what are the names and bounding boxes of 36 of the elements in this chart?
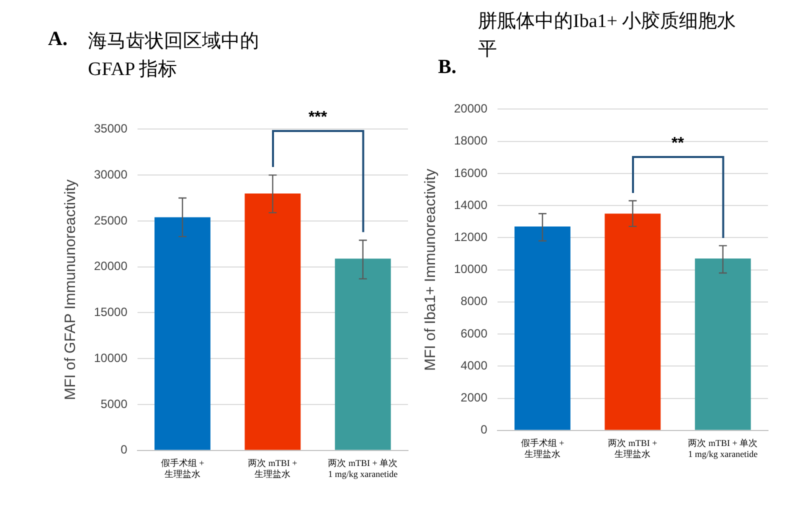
x-tick-label: 假手术组 + 生理盐水 [160,458,204,479]
y-tick-label: 30000 [94,167,128,182]
y-axis-title: MFI of Iba1+ Immunoreactivity [422,168,440,371]
y-tick-label: 18000 [454,134,488,148]
y-tick-label: 5000 [100,396,128,411]
y-tick-label: 15000 [94,305,128,320]
text: A. [47,28,68,51]
y-tick-label: 4000 [460,358,488,372]
y-tick-label: 12000 [454,230,488,244]
x-tick-label: 两次 mTBI + 单次 1 mg/kg xaranetide [688,438,758,459]
x-tick-label: 假手术组 + 生理盐水 [520,438,564,459]
x-tick-label: 两次 mTBI + 生理盐水 [608,438,658,459]
y-tick-label: 14000 [454,198,488,212]
annotation: ** [670,134,685,153]
y-tick-label: 2000 [460,390,488,405]
bar [604,214,661,430]
y-tick-label: 8000 [460,294,488,308]
chart-title: 海马齿状回区域中的 GFAP 指标 [88,30,260,82]
y-tick-label: 35000 [94,122,128,136]
text: *** [307,109,328,128]
y-tick-label: 16000 [454,166,488,180]
bar [514,226,570,430]
chart-title: 胼胝体中的Iba1+ 小胶质细胞水平 [478,10,738,62]
y-tick-label: 0 [120,442,128,457]
x-tick-label: 两次 mTBI + 单次 1 mg/kg xaranetide [328,458,398,479]
y-tick-label: 20000 [454,102,488,116]
text: B. [437,55,458,79]
y-tick-label: 0 [480,422,488,437]
y-tick-label: 10000 [454,262,488,276]
y-tick-label: 20000 [94,259,128,274]
bar [694,258,751,430]
y-tick-label: 10000 [94,350,128,365]
y-tick-label: 25000 [94,213,128,228]
y-axis-title: MFI of GFAP Immununoreactivity [62,178,80,400]
y-tick-label: 6000 [460,326,488,340]
x-tick-label: 两次 mTBI + 生理盐水 [248,458,298,479]
